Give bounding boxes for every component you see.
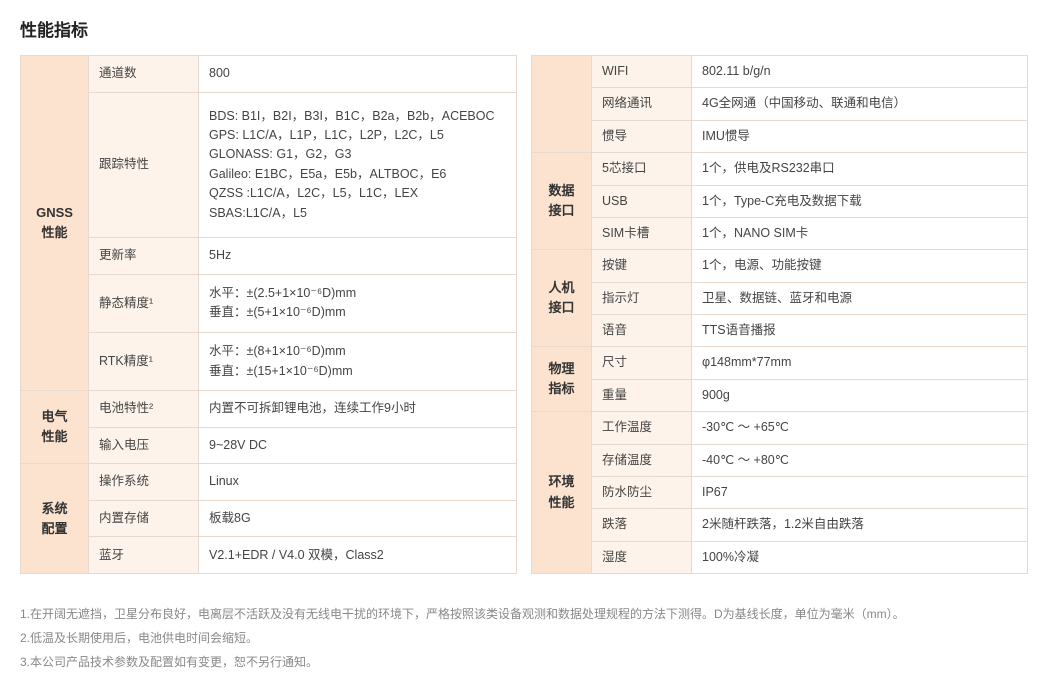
table-row: 存储温度 -40℃ ～ +80℃ [532,444,1028,476]
table-row: RTK精度¹ 水平：±(8+1×10⁻⁶D)mm垂直：±(15+1×10⁻⁶D)… [21,333,517,391]
param-label: 重量 [592,379,692,411]
param-value: 4G全网通（中国移动、联通和电信） [692,88,1028,120]
param-label: 操作系统 [89,464,199,501]
table-row: 系统配置 操作系统 Linux [21,464,517,501]
table-row: WIFI 802.11 b/g/n [532,56,1028,88]
param-value: 800 [199,56,517,93]
param-value: 板载8G [199,500,517,537]
param-value: 2米随杆跌落，1.2米自由跌落 [692,509,1028,541]
category-system: 系统配置 [21,464,89,574]
note-2: 2.低温及长期使用后，电池供电时间会缩短。 [20,626,1028,650]
param-label: WIFI [592,56,692,88]
note-3: 3.本公司产品技术参数及配置如有变更，恕不另行通知。 [20,650,1028,674]
table-row: 物理指标 尺寸 φ148mm*77mm [532,347,1028,379]
param-label: 惯导 [592,120,692,152]
param-label: 电池特性² [89,391,199,428]
table-row: 内置存储 板载8G [21,500,517,537]
param-label: 尺寸 [592,347,692,379]
param-label: 静态精度¹ [89,274,199,332]
table-row: GNSS性能 通道数 800 [21,56,517,93]
param-label: RTK精度¹ [89,333,199,391]
table-row: 指示灯 卫星、数据链、蓝牙和电源 [532,282,1028,314]
param-label: 5芯接口 [592,153,692,185]
param-value: 100%冷凝 [692,541,1028,573]
param-label: USB [592,185,692,217]
table-row: 惯导 IMU惯导 [532,120,1028,152]
table-row: SIM卡槽 1个，NANO SIM卡 [532,217,1028,249]
param-label: 按键 [592,250,692,282]
param-label: SIM卡槽 [592,217,692,249]
param-value: -40℃ ～ +80℃ [692,444,1028,476]
param-value: 水平：±(8+1×10⁻⁶D)mm垂直：±(15+1×10⁻⁶D)mm [199,333,517,391]
category-physical: 物理指标 [532,347,592,412]
param-value: 1个，供电及RS232串口 [692,153,1028,185]
spec-tables: GNSS性能 通道数 800 跟踪特性 BDS: B1I，B2I，B3I，B1C… [20,55,1028,574]
table-row: 电气性能 电池特性² 内置不可拆卸锂电池，连续工作9小时 [21,391,517,428]
param-label: 内置存储 [89,500,199,537]
param-value: 内置不可拆卸锂电池，连续工作9小时 [199,391,517,428]
table-row: 湿度 100%冷凝 [532,541,1028,573]
page-title: 性能指标 [20,16,1028,41]
table-row: 网络通讯 4G全网通（中国移动、联通和电信） [532,88,1028,120]
param-label: 通道数 [89,56,199,93]
category-hmi: 人机接口 [532,250,592,347]
notes-section: 1.在开阔无遮挡，卫星分布良好，电离层不活跃及没有无线电干扰的环境下，严格按照该… [20,602,1028,674]
param-value: IMU惯导 [692,120,1028,152]
table-row: 环境性能 工作温度 -30℃ ～ +65℃ [532,412,1028,444]
param-value: IP67 [692,476,1028,508]
param-label: 网络通讯 [592,88,692,120]
param-label: 输入电压 [89,427,199,464]
param-value: 1个，NANO SIM卡 [692,217,1028,249]
param-value: V2.1+EDR / V4.0 双模，Class2 [199,537,517,574]
table-row: 跟踪特性 BDS: B1I，B2I，B3I，B1C，B2a，B2b，ACEBOC… [21,92,517,238]
param-label: 蓝牙 [89,537,199,574]
table-row: 输入电压 9~28V DC [21,427,517,464]
table-row: 重量 900g [532,379,1028,411]
table-row: USB 1个，Type-C充电及数据下载 [532,185,1028,217]
param-label: 指示灯 [592,282,692,314]
param-value: -30℃ ～ +65℃ [692,412,1028,444]
param-value: 1个，电源、功能按键 [692,250,1028,282]
param-value: 5Hz [199,238,517,275]
param-value: 1个，Type-C充电及数据下载 [692,185,1028,217]
param-value: 802.11 b/g/n [692,56,1028,88]
param-value: φ148mm*77mm [692,347,1028,379]
param-label: 更新率 [89,238,199,275]
param-value: 900g [692,379,1028,411]
param-label: 存储温度 [592,444,692,476]
category-environment: 环境性能 [532,412,592,574]
param-label: 工作温度 [592,412,692,444]
param-label: 语音 [592,315,692,347]
table-row: 静态精度¹ 水平：±(2.5+1×10⁻⁶D)mm垂直：±(5+1×10⁻⁶D)… [21,274,517,332]
param-value: 9~28V DC [199,427,517,464]
category-electrical: 电气性能 [21,391,89,464]
category-system-cont [532,56,592,153]
table-row: 语音 TTS语音播报 [532,315,1028,347]
param-value: BDS: B1I，B2I，B3I，B1C，B2a，B2b，ACEBOCGPS: … [199,92,517,238]
left-spec-table: GNSS性能 通道数 800 跟踪特性 BDS: B1I，B2I，B3I，B1C… [20,55,517,574]
param-label: 湿度 [592,541,692,573]
table-row: 人机接口 按键 1个，电源、功能按键 [532,250,1028,282]
right-spec-table: WIFI 802.11 b/g/n 网络通讯 4G全网通（中国移动、联通和电信）… [531,55,1028,574]
table-row: 更新率 5Hz [21,238,517,275]
category-data-interface: 数据接口 [532,153,592,250]
table-row: 蓝牙 V2.1+EDR / V4.0 双模，Class2 [21,537,517,574]
category-gnss: GNSS性能 [21,56,89,391]
param-value: 水平：±(2.5+1×10⁻⁶D)mm垂直：±(5+1×10⁻⁶D)mm [199,274,517,332]
param-label: 防水防尘 [592,476,692,508]
note-1: 1.在开阔无遮挡，卫星分布良好，电离层不活跃及没有无线电干扰的环境下，严格按照该… [20,602,1028,626]
table-row: 防水防尘 IP67 [532,476,1028,508]
param-label: 跟踪特性 [89,92,199,238]
table-row: 数据接口 5芯接口 1个，供电及RS232串口 [532,153,1028,185]
table-row: 跌落 2米随杆跌落，1.2米自由跌落 [532,509,1028,541]
param-label: 跌落 [592,509,692,541]
param-value: TTS语音播报 [692,315,1028,347]
param-value: 卫星、数据链、蓝牙和电源 [692,282,1028,314]
param-value: Linux [199,464,517,501]
